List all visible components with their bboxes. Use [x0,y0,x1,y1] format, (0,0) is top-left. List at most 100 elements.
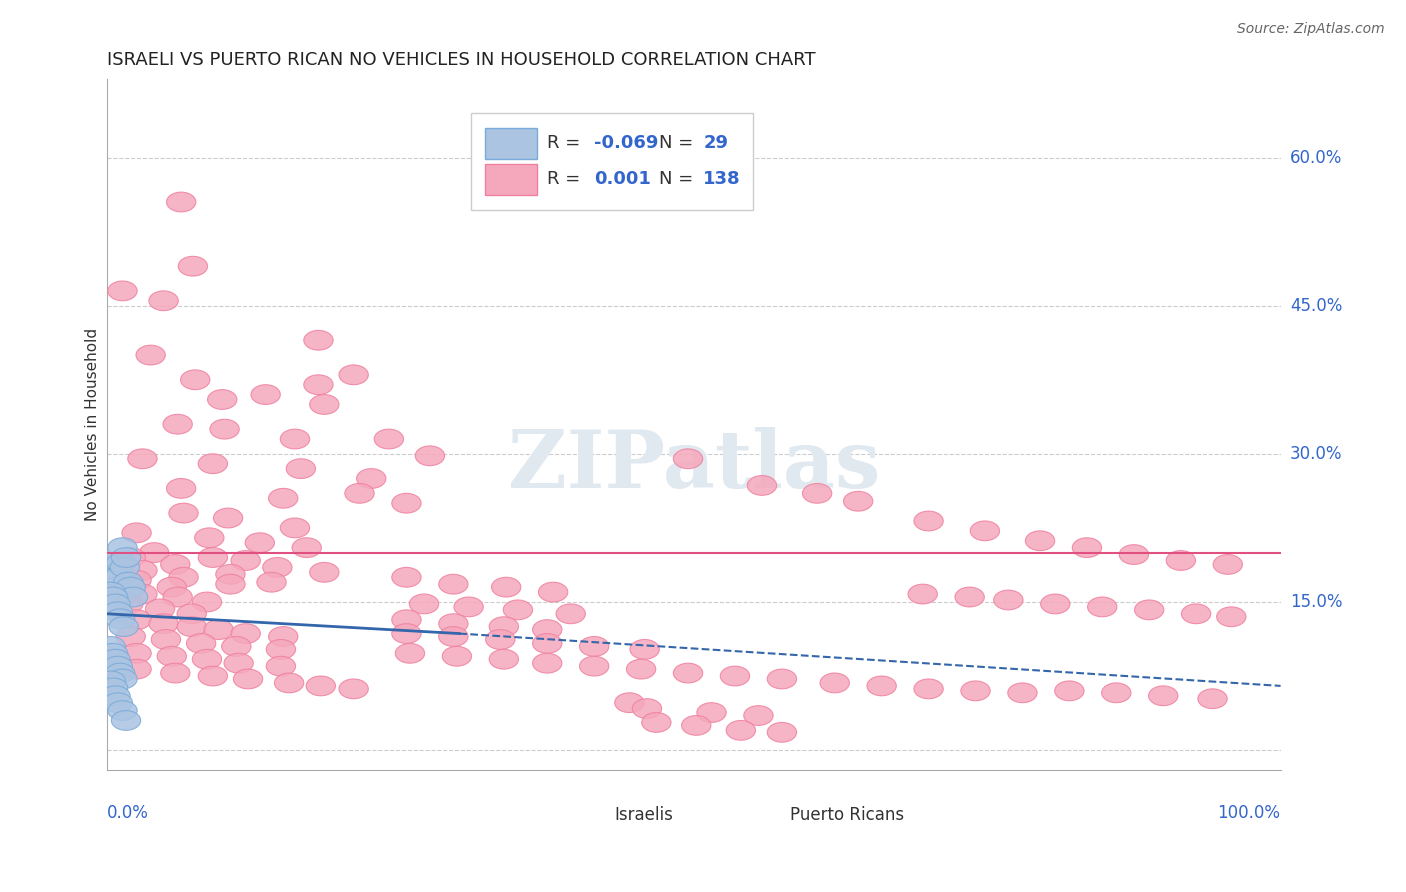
Ellipse shape [492,577,520,597]
Ellipse shape [101,567,131,587]
Text: Israelis: Israelis [614,805,673,824]
Ellipse shape [339,365,368,384]
Ellipse shape [215,565,245,584]
Ellipse shape [224,653,253,673]
Ellipse shape [269,627,298,647]
Ellipse shape [160,663,190,683]
Ellipse shape [157,647,187,666]
Ellipse shape [454,597,484,616]
Ellipse shape [231,550,260,570]
Ellipse shape [103,657,132,676]
Ellipse shape [128,449,157,468]
Ellipse shape [110,616,138,637]
Ellipse shape [215,574,245,594]
Ellipse shape [768,723,797,742]
Ellipse shape [503,600,533,620]
Ellipse shape [193,649,222,669]
Ellipse shape [392,493,422,513]
Ellipse shape [1149,686,1178,706]
Ellipse shape [233,669,263,689]
Text: Source: ZipAtlas.com: Source: ZipAtlas.com [1237,22,1385,37]
Ellipse shape [117,548,145,567]
Ellipse shape [166,192,195,212]
Text: 30.0%: 30.0% [1289,445,1343,463]
Ellipse shape [114,594,143,614]
Ellipse shape [844,491,873,511]
Ellipse shape [128,584,157,604]
Ellipse shape [101,594,131,614]
Ellipse shape [103,693,132,713]
Ellipse shape [994,591,1024,610]
Ellipse shape [160,555,190,574]
Ellipse shape [252,384,280,404]
FancyBboxPatch shape [744,802,786,827]
FancyBboxPatch shape [567,802,609,827]
Ellipse shape [117,627,145,647]
Ellipse shape [117,577,145,597]
Ellipse shape [697,703,725,723]
Ellipse shape [122,570,152,591]
Ellipse shape [1135,600,1164,620]
Ellipse shape [1198,689,1227,708]
Ellipse shape [304,330,333,351]
Ellipse shape [101,686,131,706]
Ellipse shape [1008,683,1038,703]
Ellipse shape [96,671,125,690]
Ellipse shape [304,375,333,394]
Ellipse shape [179,256,208,276]
Ellipse shape [614,693,644,713]
Ellipse shape [98,643,128,663]
Ellipse shape [970,521,1000,541]
Ellipse shape [803,483,832,503]
Ellipse shape [682,715,711,735]
Ellipse shape [157,577,187,597]
Ellipse shape [1073,538,1102,558]
Ellipse shape [169,567,198,587]
Ellipse shape [274,673,304,693]
Ellipse shape [538,582,568,602]
Ellipse shape [1102,683,1130,703]
Ellipse shape [309,394,339,414]
Ellipse shape [309,563,339,582]
Ellipse shape [193,592,222,612]
Ellipse shape [630,640,659,659]
Ellipse shape [1088,597,1116,616]
Ellipse shape [555,604,585,624]
Text: -0.069: -0.069 [595,134,658,152]
Ellipse shape [868,676,896,696]
Ellipse shape [415,446,444,466]
Ellipse shape [914,511,943,531]
Ellipse shape [439,574,468,594]
Ellipse shape [395,643,425,663]
Ellipse shape [1054,681,1084,701]
Ellipse shape [198,666,228,686]
Ellipse shape [166,478,195,499]
Text: ZIPatlas: ZIPatlas [508,426,880,505]
Ellipse shape [103,602,132,622]
Ellipse shape [489,616,519,637]
Ellipse shape [208,390,236,409]
Ellipse shape [98,587,128,607]
Ellipse shape [163,414,193,434]
Ellipse shape [579,657,609,676]
Ellipse shape [280,518,309,538]
Ellipse shape [108,281,138,301]
Ellipse shape [96,582,125,602]
Text: N =: N = [658,169,699,188]
Ellipse shape [108,669,138,689]
Ellipse shape [231,624,260,643]
Text: 60.0%: 60.0% [1289,149,1343,167]
Ellipse shape [122,643,152,663]
Ellipse shape [198,454,228,474]
Ellipse shape [392,624,422,643]
Ellipse shape [103,577,131,597]
Ellipse shape [105,663,135,683]
Ellipse shape [122,523,152,542]
Text: ISRAELI VS PUERTO RICAN NO VEHICLES IN HOUSEHOLD CORRELATION CHART: ISRAELI VS PUERTO RICAN NO VEHICLES IN H… [107,51,815,69]
Ellipse shape [307,676,336,696]
Ellipse shape [269,489,298,508]
Ellipse shape [443,647,471,666]
Ellipse shape [908,584,938,604]
Ellipse shape [111,548,141,567]
Ellipse shape [177,616,207,637]
